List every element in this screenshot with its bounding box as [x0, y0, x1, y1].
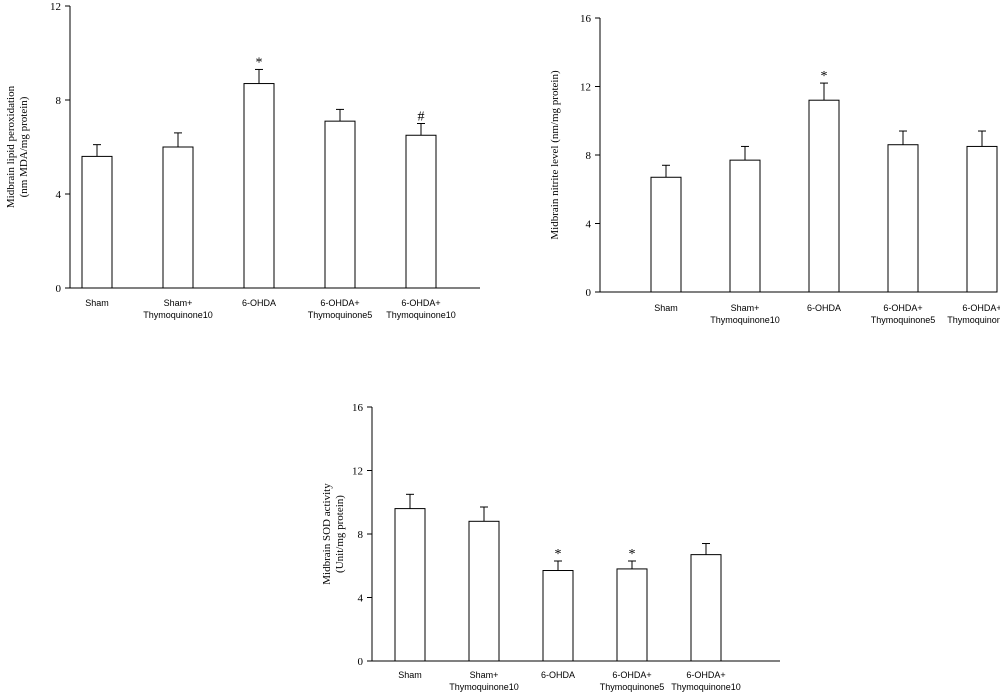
y-tick-label: 4 — [586, 219, 592, 231]
y-tick-label: 4 — [358, 593, 364, 605]
y-tick-label: 8 — [358, 529, 364, 541]
category-label: 6-OHDA+ — [320, 298, 359, 308]
category-label: Sham+ — [731, 303, 760, 313]
significance-marker: * — [629, 547, 636, 562]
y-axis-label: (nm MDA/mg protein) — [18, 96, 30, 197]
y-tick-label: 0 — [358, 656, 364, 668]
category-label: Sham — [398, 670, 422, 680]
bar — [243, 83, 275, 289]
category-label: Sham+ — [164, 298, 193, 308]
sod-activity-chart: 0 4 8 12 16 Midbrain SOD activity (Unit/mg pro… — [321, 402, 780, 692]
y-axis-label: Midbrain lipid peroxidation — [5, 85, 17, 208]
category-label: 6-OHDA+ — [686, 670, 725, 680]
category-label: 6-OHDA — [807, 303, 841, 313]
y-tick-label: 16 — [580, 13, 592, 25]
bar — [394, 508, 426, 662]
category-label: Thymoquinone10 — [386, 310, 456, 320]
category-label: Thymoquinone10 — [449, 682, 519, 692]
significance-marker: * — [555, 547, 562, 562]
category-label: Thymoquinone10 — [710, 315, 780, 325]
y-tick-label: 0 — [586, 287, 592, 299]
significance-marker: # — [418, 110, 425, 125]
category-label: Thymoquinone5 — [871, 315, 936, 325]
bar — [729, 159, 761, 293]
category-label: Thymoquinone10 — [947, 315, 1000, 325]
significance-marker: * — [256, 55, 263, 70]
category-label: 6-OHDA+ — [401, 298, 440, 308]
bar — [650, 176, 682, 293]
y-tick-label: 12 — [352, 466, 363, 478]
y-axis-label: Midbrain SOD activity — [321, 483, 333, 585]
bar — [162, 146, 194, 289]
y-tick-label: 4 — [56, 189, 62, 201]
category-label: Sham — [654, 303, 678, 313]
y-axis-label: Midbrain nitrite level (nm/mg protein) — [549, 70, 561, 240]
bar — [966, 145, 998, 293]
bar — [468, 520, 500, 662]
category-label: 6-OHDA — [541, 670, 575, 680]
category-label: Thymoquinone10 — [143, 310, 213, 320]
category-label: 6-OHDA+ — [962, 303, 1000, 313]
y-tick-label: 8 — [56, 95, 62, 107]
bar — [690, 554, 722, 662]
nitrite-level-chart: 0 4 8 12 16 Midbrain nitrite level (nm/mg pro… — [549, 13, 1000, 325]
category-label: Thymoquinone10 — [671, 682, 741, 692]
category-label: Thymoquinone5 — [308, 310, 373, 320]
bar — [542, 570, 574, 662]
y-tick-label: 8 — [586, 150, 592, 162]
y-tick-label: 16 — [352, 402, 364, 414]
category-label: Sham — [85, 298, 109, 308]
y-tick-label: 12 — [580, 82, 591, 94]
bar — [887, 144, 919, 293]
bar — [324, 120, 356, 289]
bar — [808, 99, 840, 293]
significance-marker: * — [821, 69, 828, 84]
category-label: Thymoquinone5 — [600, 682, 665, 692]
bar — [616, 568, 648, 662]
category-label: 6-OHDA+ — [883, 303, 922, 313]
y-tick-label: 0 — [56, 283, 62, 295]
bar — [81, 155, 113, 289]
category-label: 6-OHDA — [242, 298, 276, 308]
category-label: Sham+ — [470, 670, 499, 680]
y-axis-label: (Unit/mg protein) — [334, 495, 346, 573]
lipid-peroxidation-chart: 0 4 8 12 Midbrain lipid peroxidation (nm MDA/… — [5, 1, 480, 320]
bar — [405, 134, 437, 289]
category-label: 6-OHDA+ — [612, 670, 651, 680]
y-tick-label: 12 — [50, 1, 61, 13]
